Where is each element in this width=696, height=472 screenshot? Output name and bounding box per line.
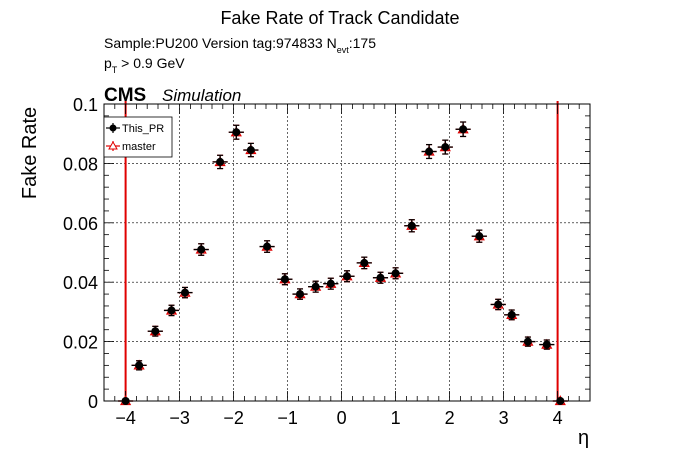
data-point-this-pr [193, 243, 209, 256]
data-point-this-pr [277, 273, 293, 286]
legend-marker-this-pr [106, 123, 120, 133]
data-point-this-pr [118, 397, 134, 405]
pt-cut-info: pT > 0.9 GeV [104, 55, 185, 75]
data-point-this-pr [339, 270, 355, 283]
data-point-this-pr [520, 336, 536, 347]
data-point-this-pr [421, 143, 437, 160]
legend-marker-master [106, 140, 120, 151]
data-point-this-pr [308, 280, 324, 293]
x-tick-label: 2 [445, 408, 455, 428]
chart-title: Fake Rate of Track Candidate [220, 8, 459, 28]
x-tick-label: −4 [115, 408, 136, 428]
y-tick-label: 0.02 [63, 333, 98, 353]
y-tick-labels: 0 0.02 0.04 0.06 0.08 0.1 [63, 95, 98, 412]
simulation-label: Simulation [162, 86, 241, 105]
legend: This_PR master [103, 116, 173, 158]
x-tick-labels: −4 −3 −2 −1 0 1 2 3 4 [115, 408, 562, 428]
legend-label-master: master [122, 141, 156, 153]
data-point-this-pr [243, 142, 259, 158]
data-point-this-pr [163, 304, 180, 317]
plot-frame [103, 103, 591, 402]
x-axis-label: η [578, 427, 589, 449]
cms-label: CMS [104, 85, 146, 106]
y-tick-label: 0.06 [63, 214, 98, 234]
data-point-this-pr [259, 240, 275, 253]
data-point-this-pr [228, 124, 244, 140]
data-point-this-pr [490, 298, 506, 311]
y-tick-label: 0.04 [63, 273, 98, 293]
axis-ticks [103, 103, 591, 402]
data-point-this-pr [292, 288, 308, 300]
legend-label-this-pr: This_PR [122, 123, 164, 135]
data-point-this-pr [356, 256, 372, 270]
data-point-this-pr [388, 267, 404, 280]
y-tick-label: 0 [88, 392, 98, 412]
x-tick-label: 1 [391, 408, 401, 428]
data-point-this-pr [404, 219, 420, 233]
data-point-this-pr [212, 154, 228, 170]
legend-box [103, 116, 173, 158]
data-point-this-pr [177, 286, 193, 299]
x-tick-label: −3 [169, 408, 190, 428]
data-point-this-pr [504, 309, 520, 321]
sample-info: Sample:PU200 Version tag:974833 Nevt:175 [104, 35, 376, 55]
series-this-pr [118, 121, 568, 405]
x-tick-label: 4 [553, 408, 563, 428]
x-tick-label: 0 [337, 408, 347, 428]
x-tick-label: −2 [223, 408, 244, 428]
data-point-this-pr [372, 271, 389, 284]
data-point-this-pr [437, 139, 453, 155]
data-point-this-pr [471, 229, 487, 243]
data-point-this-pr [323, 277, 339, 290]
y-axis-label: Fake Rate [19, 107, 41, 199]
x-tick-label: 3 [499, 408, 509, 428]
data-point-this-pr [552, 397, 568, 405]
data-point-this-pr [147, 325, 163, 337]
y-tick-label: 0.08 [63, 154, 98, 174]
data-point-this-pr [131, 360, 147, 371]
x-tick-label: −1 [277, 408, 298, 428]
data-point-this-pr [539, 339, 555, 350]
y-tick-label: 0.1 [73, 95, 98, 115]
data-point-this-pr [455, 121, 471, 138]
